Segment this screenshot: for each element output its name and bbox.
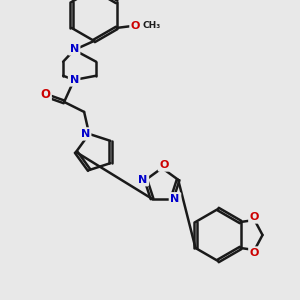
Text: N: N: [170, 194, 180, 204]
Text: N: N: [70, 75, 79, 85]
Text: O: O: [131, 21, 140, 31]
Text: O: O: [40, 88, 50, 101]
Text: N: N: [138, 175, 148, 185]
Text: N: N: [70, 44, 79, 54]
Text: CH₃: CH₃: [142, 21, 161, 30]
Text: O: O: [250, 248, 259, 258]
Text: O: O: [159, 160, 169, 170]
Text: O: O: [250, 212, 259, 222]
Text: N: N: [80, 129, 90, 139]
